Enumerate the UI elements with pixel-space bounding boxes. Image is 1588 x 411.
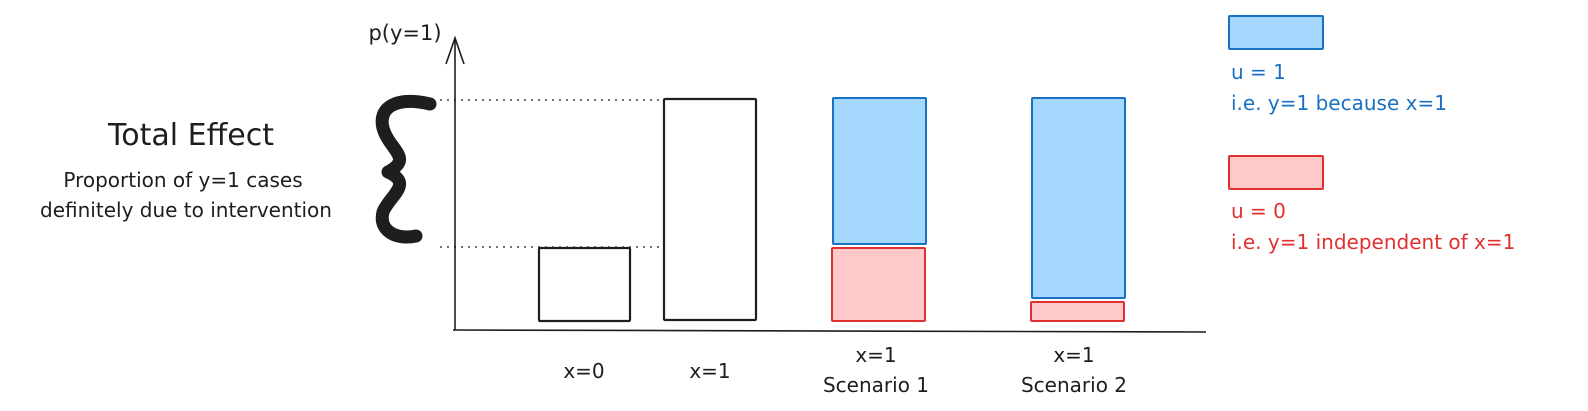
bar-x1 xyxy=(662,97,758,322)
bar-label-scenario2-line1: x=1 xyxy=(1053,343,1094,367)
y-axis-arrow-icon xyxy=(445,35,465,65)
legend-u1-line2: i.e. y=1 because x=1 xyxy=(1231,91,1447,115)
legend-u0-line1: u = 0 xyxy=(1231,199,1286,223)
bar-x0 xyxy=(537,246,632,323)
annotation-title: Total Effect xyxy=(107,118,274,153)
bar-label-x1: x=1 xyxy=(689,359,730,383)
legend-swatch-u0 xyxy=(1228,155,1324,190)
legend-u0-line2: i.e. y=1 independent of x=1 xyxy=(1231,230,1515,254)
bar-label-x0: x=0 xyxy=(563,359,604,383)
bar-label-scenario1-line1: x=1 xyxy=(855,343,896,367)
bar-label-scenario2-line2: Scenario 2 xyxy=(1021,373,1127,397)
bar-label-scenario1-line2: Scenario 1 xyxy=(823,373,929,397)
x-axis xyxy=(452,329,1207,333)
annotation-subtitle-line2: definitely due to intervention xyxy=(40,198,332,222)
bar-scenario2-u0 xyxy=(1030,301,1125,322)
bar-scenario1-u1 xyxy=(832,97,927,245)
y-axis-label: p(y=1) xyxy=(368,21,441,45)
bar-scenario2-u1 xyxy=(1031,97,1126,299)
curly-brace-icon xyxy=(375,95,437,244)
legend-swatch-u1 xyxy=(1228,15,1324,50)
bar-scenario1-u0 xyxy=(831,247,926,322)
legend-u1-line1: u = 1 xyxy=(1231,60,1286,84)
annotation-subtitle-line1: Proportion of y=1 cases xyxy=(63,168,302,192)
